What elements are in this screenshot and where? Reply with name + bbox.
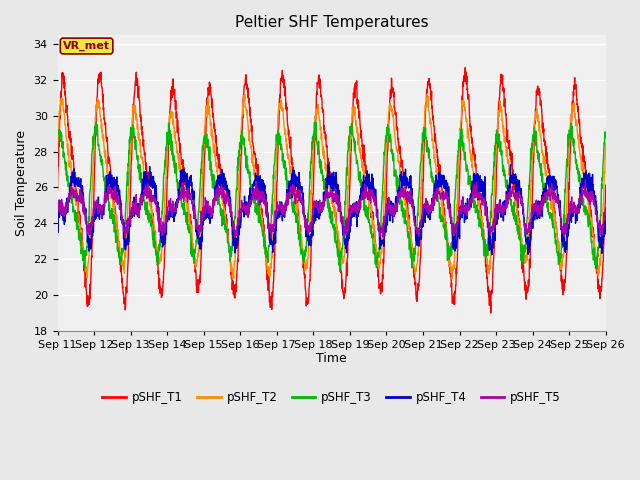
Y-axis label: Soil Temperature: Soil Temperature bbox=[15, 130, 28, 236]
X-axis label: Time: Time bbox=[316, 352, 347, 365]
Legend: pSHF_T1, pSHF_T2, pSHF_T3, pSHF_T4, pSHF_T5: pSHF_T1, pSHF_T2, pSHF_T3, pSHF_T4, pSHF… bbox=[98, 387, 566, 409]
Title: Peltier SHF Temperatures: Peltier SHF Temperatures bbox=[235, 15, 428, 30]
Text: VR_met: VR_met bbox=[63, 41, 110, 51]
